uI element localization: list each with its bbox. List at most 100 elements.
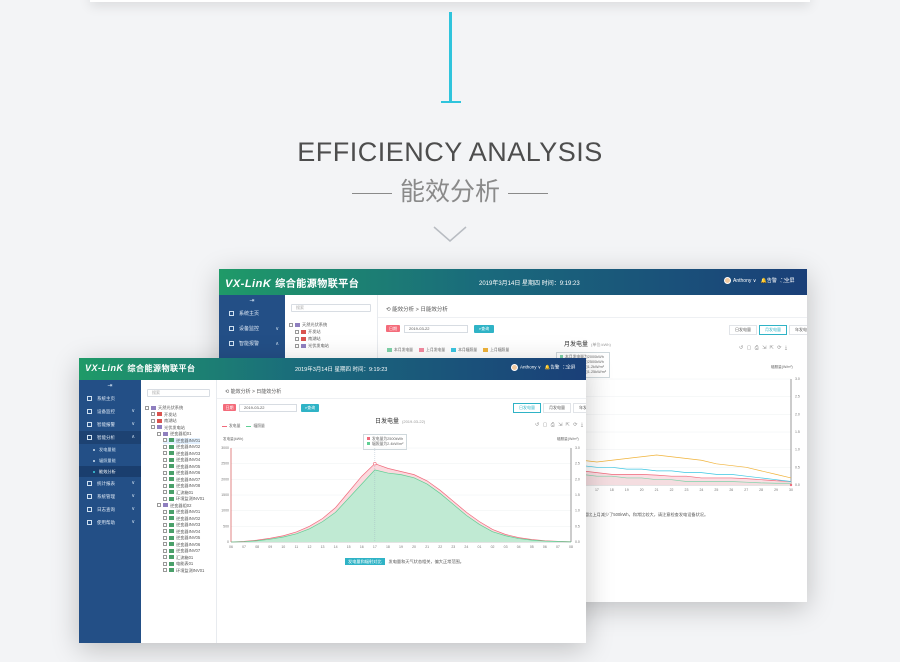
- x-tick-label: 13: [321, 545, 325, 549]
- tree-node[interactable]: 逆变器INV04: [163, 529, 200, 535]
- x-tick-label: 19: [625, 488, 629, 492]
- tree-node[interactable]: 逆变器INV05: [163, 535, 200, 541]
- sidebar-subitem-efficiency[interactable]: 能效分析: [79, 466, 141, 477]
- tab-monthly[interactable]: 月发电量: [759, 325, 787, 335]
- y2-tick-label: 0.0: [795, 483, 800, 487]
- query-button[interactable]: ⌕查询: [474, 325, 494, 333]
- chart-toolbox-icons[interactable]: ↺ ▢ ⎙ ⇲ ⇱ ⟳ ⤓: [739, 345, 789, 351]
- tree-node[interactable]: 逆变器INV06: [163, 542, 200, 548]
- x-tick-label: 18: [610, 488, 614, 492]
- chevron-up-icon: ∧: [275, 341, 279, 347]
- bell-icon[interactable]: 🔔: [760, 278, 767, 284]
- tree-node[interactable]: 天然光伏系统: [145, 405, 183, 411]
- tree-node[interactable]: 逆变器INV05: [163, 464, 200, 470]
- tree-node[interactable]: 逆变器INV01: [163, 437, 201, 444]
- monitor-icon: [87, 409, 92, 415]
- breadcrumb: ⟲ 能效分析 > 日能效分析: [225, 389, 282, 395]
- tree-node[interactable]: 开发站: [151, 412, 177, 418]
- fullscreen-icon[interactable]: ⛶: [563, 364, 567, 370]
- tree-node[interactable]: 环境监测INV01: [163, 568, 204, 574]
- x-tick-label: 17: [373, 545, 377, 549]
- x-tick-label: 28: [759, 488, 763, 492]
- tree-node[interactable]: 开发站: [295, 329, 321, 335]
- sidebar-item-alarm[interactable]: 智能报警 ∧: [219, 337, 285, 352]
- x-tick-label: 23: [451, 545, 455, 549]
- chevron-down-icon: ∨: [131, 506, 135, 512]
- tree-node[interactable]: 光伏发电站: [295, 343, 329, 349]
- x-tick-label: 24: [699, 488, 703, 492]
- x-tick-label: 02: [491, 545, 495, 549]
- chart-tooltip: 发电量为2500kWh 辐照量为2.4kW/m²: [363, 434, 408, 450]
- date-filter-label: 日期: [386, 325, 400, 332]
- y2-tick-label: 2.5: [795, 395, 800, 399]
- chart-toolbox-icons[interactable]: ↺ ▢ ⎙ ⇲ ⇱ ⟳ ⤓: [535, 422, 585, 428]
- y2-axis-label: 辐照量(W/m²): [557, 437, 579, 441]
- x-tick-label: 11: [295, 545, 299, 549]
- sidebar-item-home[interactable]: 系统主页: [219, 307, 285, 322]
- period-tabs: 日发电量月发电量年发电量: [727, 325, 807, 335]
- chevron-down-icon: ∨: [131, 519, 135, 525]
- tree-node[interactable]: 逆变器INV04: [163, 457, 200, 463]
- sidebar-item-analysis[interactable]: 智能分析 ∧: [79, 431, 141, 444]
- tree-node[interactable]: 南湖站: [295, 336, 321, 342]
- sidebar-subitem-irradiance[interactable]: 辐照量能: [79, 455, 141, 466]
- tree-node[interactable]: 汇流箱01: [163, 555, 193, 561]
- sidebar-item-reports[interactable]: 统计报表 ∨: [79, 477, 141, 490]
- sidebar-item-help[interactable]: 使用帮助 ∨: [79, 516, 141, 529]
- x-tick-label: 21: [425, 545, 429, 549]
- bell-icon[interactable]: 🔔: [544, 364, 551, 370]
- tree-node[interactable]: 逆变器INV01: [163, 509, 200, 515]
- tree-search-input[interactable]: 搜索: [147, 389, 210, 397]
- tree-node[interactable]: 逆变器INV03: [163, 451, 200, 457]
- sidebar-item-home[interactable]: 系统主页: [79, 392, 141, 405]
- tree-node[interactable]: 逆变器INV06: [163, 470, 200, 476]
- tree-node[interactable]: 南湖站: [151, 418, 177, 424]
- tree-node[interactable]: 逆变器INV07: [163, 477, 200, 483]
- sidebar-item-logs[interactable]: 日志查询 ∨: [79, 503, 141, 516]
- date-input[interactable]: 2019-03-22: [239, 404, 297, 412]
- tree-node[interactable]: 逆变器INV02: [163, 516, 200, 522]
- tab-daily[interactable]: 日发电量: [513, 403, 541, 413]
- x-tick-label: 20: [412, 545, 416, 549]
- tab-daily[interactable]: 日发电量: [729, 325, 757, 335]
- sidebar-item-system[interactable]: 系统管理 ∨: [79, 490, 141, 503]
- sidebar-item-monitor[interactable]: 设备监控 ∨: [219, 322, 285, 337]
- date-input[interactable]: 2019-03-22: [404, 325, 468, 333]
- user-menu[interactable]: Anthony ∨ 🔔告警 ⛶全屏: [724, 277, 795, 285]
- tree-node[interactable]: 逆变器INV03: [163, 522, 200, 528]
- x-tick-label: 29: [774, 488, 778, 492]
- query-button[interactable]: ⌕查询: [301, 404, 319, 412]
- x-tick-label: 30: [789, 488, 793, 492]
- user-menu[interactable]: Anthony ∨ 🔔告警 ⛶全屏: [511, 364, 575, 371]
- y-tick-label: 0: [227, 540, 229, 544]
- chevron-down-icon: ∨: [131, 493, 135, 499]
- tree-node[interactable]: 光伏发电站: [151, 425, 185, 431]
- avatar: [724, 277, 731, 285]
- sidebar-item-alarm[interactable]: 智能报警 ∨: [79, 418, 141, 431]
- y2-tick-label: 2.0: [575, 477, 580, 481]
- tree-node[interactable]: 环境监测INV01: [163, 496, 204, 502]
- tab-yearly[interactable]: 年发电量: [573, 403, 586, 413]
- tree-search-input[interactable]: 搜索: [291, 304, 371, 312]
- tab-monthly[interactable]: 月发电量: [543, 403, 571, 413]
- sidebar-subitem-generation[interactable]: 发电量能: [79, 444, 141, 455]
- sidebar-collapse-icon[interactable]: ⇥: [249, 298, 255, 304]
- y2-tick-label: 2.0: [795, 412, 800, 416]
- app-logo: VX-LinK 综合能源物联平台: [85, 363, 196, 373]
- chart-title: 月发电量 (单位:kWh): [564, 342, 611, 348]
- tree-node[interactable]: 逆变器组02: [157, 503, 191, 509]
- sidebar-collapse-icon[interactable]: ⇥: [107, 383, 113, 389]
- x-tick-label: 06: [543, 545, 547, 549]
- tree-node[interactable]: 逆变器组01: [157, 431, 191, 437]
- tree-node[interactable]: 逆变器INV07: [163, 548, 200, 554]
- tree-node[interactable]: 汇流箱01: [163, 490, 193, 496]
- tree-node[interactable]: 电能表01: [163, 561, 193, 567]
- section-title-cn: 能效分析: [0, 172, 900, 208]
- tree-node[interactable]: 逆变器INV08: [163, 483, 200, 489]
- sidebar-item-monitor[interactable]: 设备监控 ∨: [79, 405, 141, 418]
- tree-node[interactable]: 逆变器INV02: [163, 444, 200, 450]
- tab-yearly[interactable]: 年发电量: [789, 325, 807, 335]
- tree-node[interactable]: 天然光伏系统: [289, 322, 327, 328]
- fullscreen-icon[interactable]: ⛶: [781, 278, 785, 284]
- section-title-en: EFFICIENCY ANALYSIS: [297, 137, 603, 167]
